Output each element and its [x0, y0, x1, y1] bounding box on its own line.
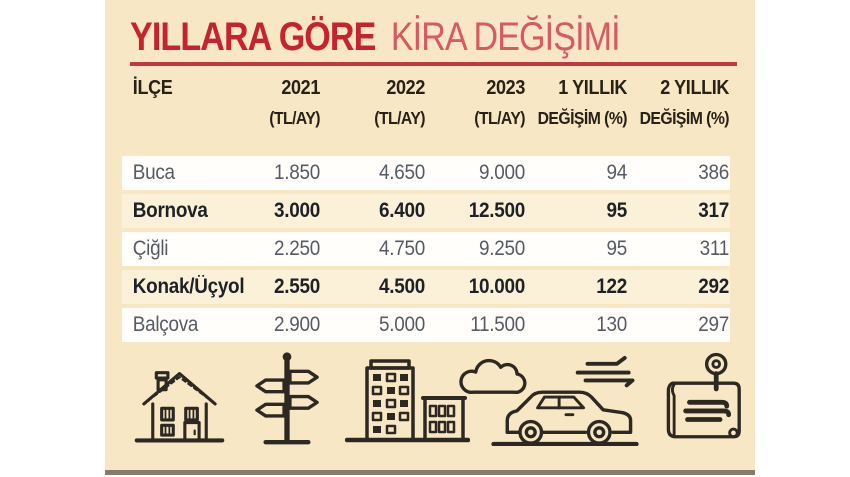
value-cell: 1.850 — [274, 161, 320, 184]
value-cell: 9.000 — [479, 161, 525, 184]
signpost-icon — [255, 352, 319, 445]
panel-bottom-shadow — [105, 470, 755, 475]
chart-title-light: KİRA DEĞİŞİMİ — [390, 15, 621, 59]
chart-title: YILLARA GÖRE KİRA DEĞİŞİMİ — [130, 15, 621, 59]
value-cell: 95 — [606, 237, 628, 260]
column-header-2y-change: 2 YILLIK DEĞİŞİM (%) — [639, 77, 730, 128]
cloud-icon — [459, 358, 527, 394]
table-row: Bornova 3.000 6.400 12.500 95 317 — [122, 194, 730, 228]
column-header-1y-change: 1 YILLIK DEĞİŞİM (%) — [537, 77, 628, 128]
column-header-2022: 2022 (TL/AY) — [374, 77, 425, 128]
value-cell: 3.000 — [274, 199, 320, 222]
district-cell: Bornova — [132, 199, 208, 222]
table-row: Buca 1.850 4.650 9.000 94 386 — [122, 156, 730, 190]
column-header-2023: 2023 (TL/AY) — [474, 77, 525, 128]
value-cell: 11.500 — [470, 313, 525, 336]
value-cell: 95 — [606, 199, 628, 222]
table-row: Balçova 2.900 5.000 11.500 130 297 — [122, 308, 730, 342]
table-row: Konak/Üçyol 2.550 4.500 10.000 122 292 — [122, 270, 730, 304]
district-cell: Buca — [132, 161, 175, 184]
value-cell: 10.000 — [468, 275, 525, 298]
footer-icons — [105, 348, 755, 448]
value-cell: 130 — [596, 313, 627, 336]
title-underline — [130, 62, 737, 66]
district-cell: Balçova — [132, 313, 199, 336]
table-header-row: İLÇE 2021 (TL/AY) 2022 (TL/AY) 2023 (TL/… — [122, 76, 730, 129]
value-cell: 4.500 — [379, 275, 425, 298]
value-cell: 311 — [699, 237, 730, 260]
table-body: Buca 1.850 4.650 9.000 94 386 Bornova 3.000 6.40… — [122, 156, 730, 346]
column-header-2021: 2021 (TL/AY) — [269, 77, 320, 128]
map-with-pin-icon — [666, 352, 741, 439]
infographic-panel: YILLARA GÖRE KİRA DEĞİŞİMİ İLÇE 2021 (TL… — [105, 0, 755, 470]
value-cell: 386 — [698, 161, 729, 184]
table-row: Çiğli 2.250 4.750 9.250 95 311 — [122, 232, 730, 266]
value-cell: 2.900 — [274, 313, 320, 336]
value-cell: 4.650 — [379, 161, 425, 184]
district-cell: Konak/Üçyol — [132, 275, 245, 298]
value-cell: 4.750 — [379, 237, 425, 260]
chart-title-bold: YILLARA GÖRE — [130, 15, 376, 59]
house-icon — [134, 371, 225, 443]
value-cell: 12.500 — [468, 199, 525, 222]
value-cell: 122 — [596, 275, 627, 298]
value-cell: 292 — [698, 275, 729, 298]
value-cell: 317 — [698, 199, 729, 222]
column-header-district: İLÇE — [132, 77, 173, 99]
value-cell: 297 — [698, 313, 729, 336]
city-buildings-icon — [345, 359, 470, 443]
district-cell: Çiğli — [132, 237, 169, 260]
value-cell: 2.550 — [274, 275, 320, 298]
value-cell: 2.250 — [274, 237, 320, 260]
value-cell: 6.400 — [379, 199, 425, 222]
value-cell: 9.250 — [479, 237, 525, 260]
value-cell: 5.000 — [379, 313, 425, 336]
car-icon — [491, 355, 639, 446]
value-cell: 94 — [606, 161, 628, 184]
